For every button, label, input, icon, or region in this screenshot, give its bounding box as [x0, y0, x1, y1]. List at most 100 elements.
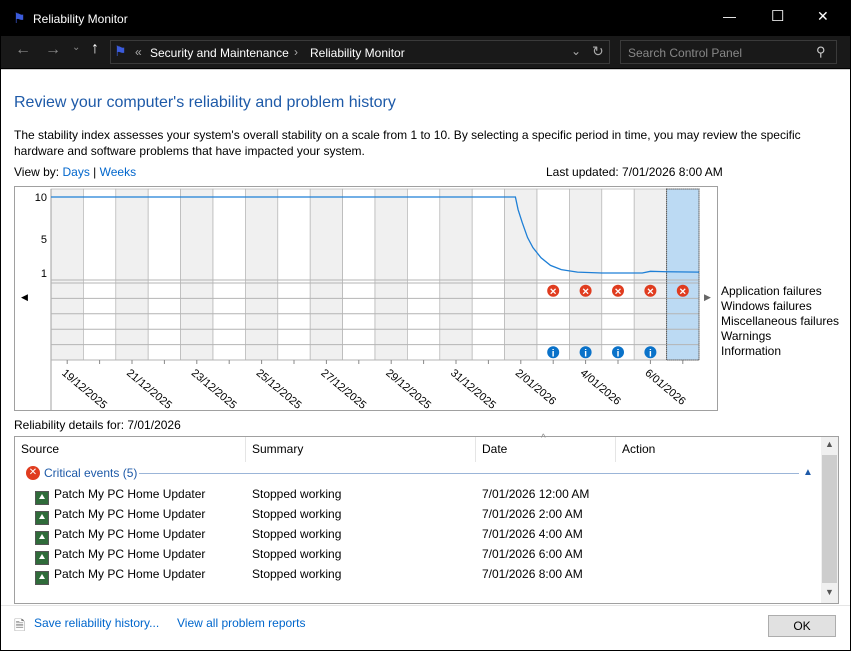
y-tick-label: 10	[35, 192, 47, 204]
table-row[interactable]: Patch My PC Home Updater Stopped working…	[15, 484, 821, 505]
app-icon	[35, 547, 52, 567]
minimize-button[interactable]: —	[723, 9, 736, 24]
table-row[interactable]: Patch My PC Home Updater Stopped working…	[15, 544, 821, 567]
address-bar[interactable]: ⚑ « Security and Maintenance › Reliabili…	[110, 40, 610, 64]
day-column[interactable]	[407, 188, 441, 361]
row-date: 7/01/2026 8:00 AM	[482, 567, 583, 581]
day-column[interactable]	[601, 188, 635, 361]
day-column[interactable]	[633, 188, 667, 361]
vertical-scrollbar[interactable]: ▲ ▼	[821, 437, 838, 603]
day-column[interactable]	[504, 188, 538, 361]
up-button[interactable]: ↑	[91, 40, 99, 57]
column-source[interactable]: Source	[15, 437, 246, 462]
day-column[interactable]	[277, 188, 311, 361]
info-icon[interactable]: i	[547, 346, 560, 359]
day-column[interactable]	[439, 188, 473, 361]
group-critical-events[interactable]: ✕ Critical events (5) ▲	[15, 462, 821, 484]
day-column[interactable]	[536, 188, 570, 361]
day-column[interactable]	[342, 188, 376, 361]
info-icon-glyph: i	[584, 348, 587, 359]
sort-ascending-icon: ^	[541, 433, 546, 444]
row-date: 7/01/2026 2:00 AM	[482, 507, 583, 521]
row-source: Patch My PC Home Updater	[54, 527, 206, 541]
row-summary: Stopped working	[252, 527, 342, 541]
row-summary: Stopped working	[252, 507, 342, 521]
save-history-link[interactable]: Save reliability history...	[34, 616, 160, 630]
error-icon[interactable]: ✕	[676, 284, 689, 297]
error-icon-circle	[676, 284, 689, 297]
view-all-reports-link[interactable]: View all problem reports	[177, 616, 306, 630]
table-row[interactable]: Patch My PC Home Updater Stopped working…	[15, 524, 821, 545]
x-tick-label: 23/12/2025	[189, 367, 239, 410]
day-column[interactable]	[147, 188, 181, 361]
day-column[interactable]	[83, 188, 117, 361]
day-column[interactable]	[180, 188, 214, 361]
refresh-button[interactable]: ↻	[592, 43, 604, 59]
ok-button[interactable]: OK	[768, 615, 836, 637]
category-legend: Application failures Windows failures Mi…	[721, 284, 839, 359]
selection-outline	[666, 188, 700, 361]
scroll-thumb[interactable]	[822, 455, 837, 583]
scroll-down-button[interactable]: ▼	[825, 587, 834, 597]
breadcrumb-reliability[interactable]: Reliability Monitor	[310, 46, 405, 60]
day-column[interactable]	[666, 188, 700, 361]
info-icon-circle	[547, 346, 560, 359]
collapse-icon[interactable]: ▲	[803, 467, 813, 478]
x-tick-label: 27/12/2025	[318, 367, 368, 410]
row-source: Patch My PC Home Updater	[54, 487, 206, 501]
legend-misc-failures: Miscellaneous failures	[721, 314, 840, 328]
search-input[interactable]: Search Control Panel ⚲	[620, 40, 837, 64]
day-column[interactable]	[309, 188, 343, 361]
day-column[interactable]	[471, 188, 505, 361]
error-icon[interactable]: ✕	[644, 284, 657, 297]
error-icon[interactable]: ✕	[579, 284, 592, 297]
day-column[interactable]	[569, 188, 603, 361]
search-placeholder: Search Control Panel	[628, 46, 743, 60]
day-column[interactable]	[374, 188, 408, 361]
x-tick-label: 4/01/2026	[578, 367, 623, 408]
reliability-chart[interactable]: 10 5 1 ✕ ✕ ✕ ✕ ✕ i i i i 19/12/2025 21/12/2025 23/12/2…	[14, 186, 718, 412]
error-icon[interactable]: ✕	[547, 284, 560, 297]
day-column[interactable]	[245, 188, 279, 361]
info-icon-glyph: i	[552, 348, 555, 359]
window-title: Reliability Monitor	[33, 12, 128, 26]
row-source: Patch My PC Home Updater	[54, 507, 206, 521]
view-days-link[interactable]: Days	[62, 165, 90, 179]
error-icon-circle	[579, 284, 592, 297]
x-tick-label: 29/12/2025	[383, 367, 433, 410]
table-row[interactable]: Patch My PC Home Updater Stopped working…	[15, 504, 821, 525]
group-divider	[139, 473, 799, 474]
column-date[interactable]: Date	[476, 437, 616, 462]
scroll-up-button[interactable]: ▲	[825, 439, 834, 449]
error-icon[interactable]: ✕	[612, 284, 624, 297]
error-icon-circle	[644, 284, 657, 297]
scroll-left-arrow[interactable]: ◀	[21, 292, 28, 302]
breadcrumb-security[interactable]: Security and Maintenance	[150, 46, 289, 60]
info-icon[interactable]: i	[579, 346, 592, 359]
address-dropdown[interactable]: ⌄	[571, 44, 582, 58]
page-title: Review your computer's reliability and p…	[14, 94, 396, 111]
column-action[interactable]: Action	[622, 442, 656, 456]
day-column[interactable]	[50, 188, 84, 361]
info-icon[interactable]: i	[644, 346, 657, 359]
maximize-button[interactable]: ☐	[771, 8, 785, 25]
view-weeks-link[interactable]: Weeks	[99, 165, 137, 179]
close-button[interactable]: ✕	[817, 8, 829, 24]
column-summary[interactable]: Summary	[246, 437, 476, 462]
day-column[interactable]	[115, 188, 149, 361]
error-icon-glyph: ✕	[549, 287, 557, 297]
info-icon[interactable]: i	[612, 346, 624, 359]
search-icon[interactable]: ⚲	[816, 44, 826, 59]
scroll-right-arrow[interactable]: ▶	[704, 292, 711, 302]
overflow-icon[interactable]: «	[135, 45, 142, 59]
row-date: 7/01/2026 6:00 AM	[482, 547, 583, 561]
description: The stability index assesses your system…	[14, 128, 801, 158]
table-row[interactable]: Patch My PC Home Updater Stopped working…	[15, 564, 821, 585]
day-column[interactable]	[212, 188, 246, 361]
details-title: Reliability details for: 7/01/2026	[14, 418, 181, 432]
forward-button[interactable]: →	[45, 41, 61, 58]
chart-svg[interactable]: 10 5 1 ✕ ✕ ✕ ✕ ✕ i i i i 19/12/2025 21/12/2025 23/12/2…	[15, 187, 717, 412]
recent-locations-button[interactable]: ⌄	[72, 42, 81, 53]
navigation-bar: ← → ⌄ ↑ ⚑ « Security and Maintenance › R…	[1, 36, 850, 68]
back-button[interactable]: ←	[15, 41, 31, 58]
